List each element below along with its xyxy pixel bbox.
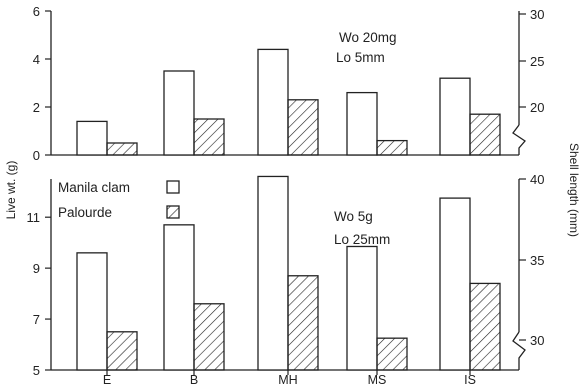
top-annotation-line-1: Wo 20mg [339,30,397,45]
x-category-label: E [103,373,111,387]
tick-marks [45,10,526,375]
x-category-label: B [190,373,198,387]
bottom-annotation-line-1: Wo 5g [334,209,373,224]
bar-manila-clam-ms-bottom [346,245,378,371]
y-tick-label: 4 [33,52,40,67]
legend: Manila clam Palourde [58,180,180,220]
tick-labels: 0 2 4 6 20 25 30 5 7 9 11 30 35 40 E B MH MS IS [27,4,545,387]
bar-manila-clam-b-bottom [163,224,195,371]
y2-tick-label: 35 [530,253,544,268]
y-tick-label: 5 [33,363,40,378]
bar-palourde-mh-top [287,99,319,156]
y-tick-label: 7 [33,312,40,327]
bar-palourde-is-top [469,113,501,156]
bar-manila-clam-b-top [163,70,195,156]
y2-axis-title-shell-length: Shell length (mm) [567,143,581,237]
top-right-axis-break [512,124,526,155]
bar-palourde-b-bottom [193,303,225,371]
bar-marks [76,48,501,371]
y-axis-title-live-weight: Live wt. (g) [4,161,18,220]
y-tick-label: 2 [33,100,40,115]
bar-manila-clam-mh-top [257,48,289,156]
y-tick-label: 6 [33,4,40,19]
y-tick-label: 11 [27,210,41,225]
bar-palourde-ms-bottom [376,337,408,371]
x-category-label: MH [278,373,297,387]
legend-swatch-manila-clam [166,180,180,194]
bar-palourde-b-top [193,118,225,156]
legend-label-manila-clam: Manila clam [58,180,130,195]
bar-manila-clam-is-bottom [439,197,471,371]
x-category-label: IS [464,373,476,387]
bar-manila-clam-mh-bottom [257,175,289,371]
bar-manila-clam-is-top [439,77,471,156]
y2-tick-label: 20 [530,100,544,115]
bar-palourde-ms-top [376,139,408,156]
bar-palourde-e-top [106,142,138,156]
y2-tick-label: 30 [530,333,544,348]
bar-palourde-is-bottom [469,282,501,371]
bar-manila-clam-ms-top [346,91,378,156]
y-tick-label: 0 [33,148,40,163]
bar-palourde-e-bottom [106,331,138,371]
bar-palourde-mh-bottom [287,275,319,371]
y2-tick-label: 30 [530,7,544,22]
legend-label-palourde: Palourde [58,205,112,220]
y2-tick-label: 25 [530,54,544,69]
y2-tick-label: 40 [530,172,544,187]
bottom-right-axis-break [512,331,526,370]
legend-swatch-palourde [166,205,180,219]
bar-manila-clam-e-top [76,120,108,156]
x-category-label: MS [368,373,387,387]
bottom-annotation-line-2: Lo 25mm [334,232,390,247]
bar-manila-clam-e-bottom [76,252,108,371]
y-tick-label: 9 [33,261,40,276]
top-annotation-line-2: Lo 5mm [336,50,385,65]
